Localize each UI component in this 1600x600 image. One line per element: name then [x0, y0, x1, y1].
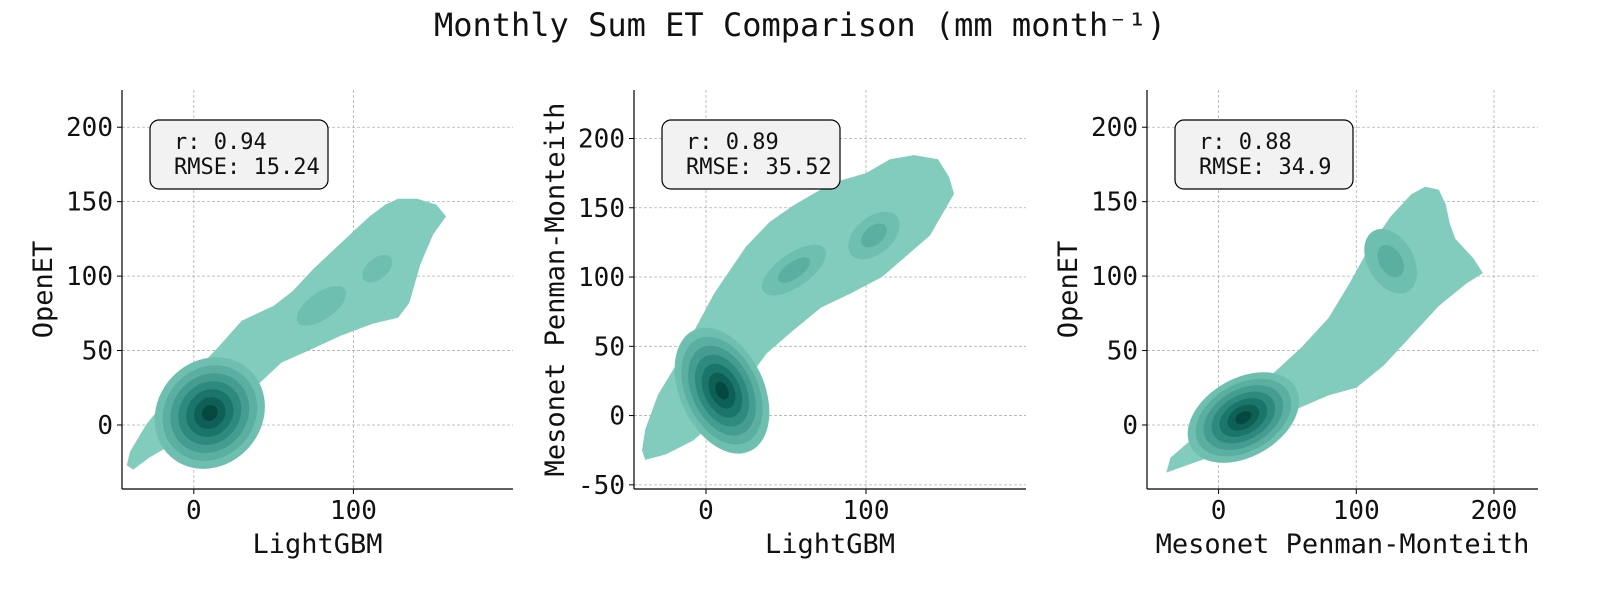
y-tick-label: 0: [609, 402, 625, 432]
stat-r: r: 0.94: [174, 130, 267, 155]
density-level: [777, 257, 811, 283]
density-contours: [126, 198, 447, 470]
x-tick-label: 100: [1333, 496, 1380, 526]
y-tick-label: 100: [578, 263, 625, 293]
y-axis-label: Mesonet Penman-Monteith: [540, 103, 571, 477]
x-tick-label: 100: [843, 496, 890, 526]
y-axis-label: OpenET: [28, 241, 59, 339]
density-level: [1377, 245, 1404, 278]
density-contours: [642, 155, 954, 460]
y-tick-label: 0: [1122, 411, 1138, 441]
y-tick-label: 200: [1091, 113, 1138, 143]
density-level: [362, 254, 393, 283]
x-axis-label: Mesonet Penman-Monteith: [1156, 529, 1530, 560]
y-tick-label: 200: [66, 113, 113, 143]
x-axis-label: LightGBM: [765, 529, 895, 560]
density-contours: [1166, 186, 1483, 473]
y-tick-label: 100: [1091, 262, 1138, 292]
panel-lightgbm-vs-openet: 0 100 0 50 100 150 200 LightGBM OpenET r: 0.94RMS…: [28, 90, 513, 560]
y-tick-label: 150: [66, 188, 113, 218]
density-level: [201, 405, 218, 422]
stat-rmse: RMSE: 15.24: [174, 155, 320, 180]
y-tick-label: 150: [578, 194, 625, 224]
density-level: [296, 286, 347, 326]
x-tick-label: 200: [1470, 496, 1517, 526]
figure-title: Monthly Sum ET Comparison (mm month⁻¹): [433, 6, 1167, 44]
x-tick-label: 0: [186, 496, 202, 526]
stat-rmse: RMSE: 35.52: [686, 155, 832, 180]
y-tick-label: -50: [578, 471, 625, 501]
panel-lightgbm-vs-mesonet: 0 100 -50 0 50 100 150 200 LightGBM Mesonet Penma…: [540, 90, 1026, 560]
y-tick-label: 150: [1091, 188, 1138, 218]
stat-r: r: 0.89: [686, 130, 779, 155]
stats-box-frame: [149, 119, 329, 190]
stat-r: r: 0.88: [1199, 130, 1292, 155]
y-axis-label: OpenET: [1053, 241, 1084, 339]
density-level: [861, 223, 887, 248]
x-tick-label: 0: [1211, 496, 1227, 526]
stat-rmse: RMSE: 34.9: [1199, 155, 1331, 180]
x-tick-label: 0: [698, 496, 714, 526]
y-tick-label: 50: [82, 337, 113, 367]
stats-box-frame: [1174, 119, 1354, 190]
x-axis-label: LightGBM: [252, 529, 382, 560]
density-level: [715, 381, 729, 400]
y-tick-label: 100: [66, 262, 113, 292]
y-tick-label: 50: [594, 332, 625, 362]
x-tick-label: 100: [330, 496, 377, 526]
stats-box-frame: [661, 119, 841, 190]
y-tick-label: 50: [1107, 337, 1138, 367]
density-level: [1235, 411, 1252, 425]
y-tick-label: 0: [97, 411, 113, 441]
y-tick-label: 200: [578, 124, 625, 154]
